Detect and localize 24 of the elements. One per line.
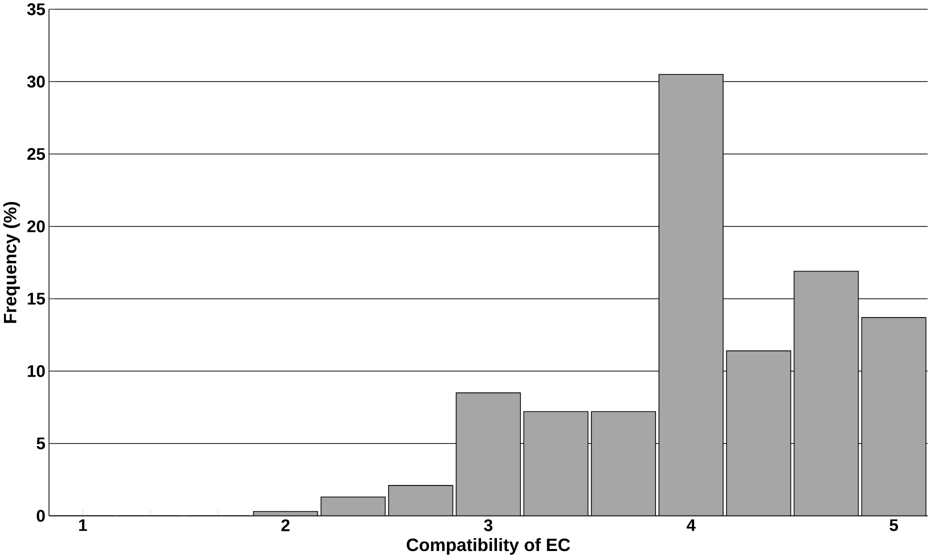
y-tick-label: 15 (28, 292, 46, 305)
bar (861, 317, 926, 516)
x-tick-label: 5 (890, 519, 898, 532)
x-tick-label: 1 (79, 519, 87, 531)
x-axis-title: Compatibility of EC (406, 538, 570, 555)
bar (523, 411, 588, 516)
x-tick-label: 2 (281, 519, 290, 532)
bar (590, 411, 656, 516)
y-tick-label: 10 (28, 365, 45, 378)
y-tick-label: 5 (36, 438, 46, 450)
y-tick-label: 0 (36, 510, 45, 522)
bar (456, 392, 521, 516)
bar (794, 270, 859, 516)
y-tick-label: 35 (27, 3, 46, 16)
bar (658, 74, 724, 516)
bar (388, 485, 454, 516)
bar (320, 496, 386, 516)
y-tick-label: 20 (27, 220, 45, 232)
x-tick-label: 4 (686, 519, 696, 531)
x-tick-label: 3 (484, 519, 492, 532)
y-axis-title: Frequency (%) (3, 202, 20, 323)
y-tick-label: 25 (27, 148, 46, 160)
y-tick-label: 30 (27, 76, 45, 88)
bar (726, 350, 792, 516)
